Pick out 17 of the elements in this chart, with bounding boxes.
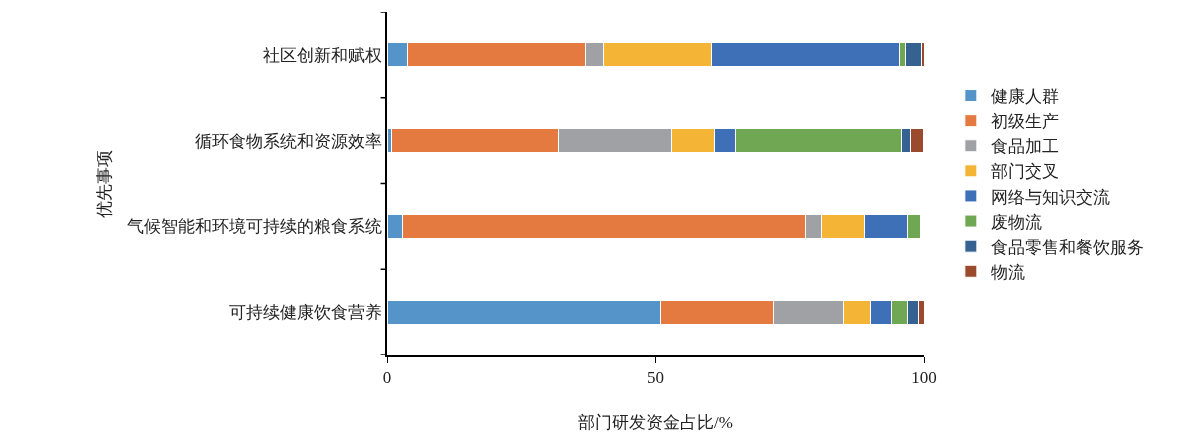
legend-label: 网络与知识交流 bbox=[990, 187, 1110, 207]
legend-label: 食品加工 bbox=[990, 137, 1059, 157]
x-tick-label: 100 bbox=[911, 368, 937, 388]
legend-label: 废物流 bbox=[990, 212, 1042, 232]
y-tick-label: 可持续健康饮食营养 bbox=[228, 303, 382, 323]
x-axis-title: 部门研发资金占比/% bbox=[578, 413, 733, 433]
legend-label: 食品零售和餐饮服务 bbox=[990, 237, 1144, 257]
legend-label: 部门交叉 bbox=[990, 162, 1059, 182]
legend-label: 健康人群 bbox=[990, 87, 1059, 107]
y-tick-label: 循环食物系统和资源效率 bbox=[194, 131, 382, 151]
y-tick-label: 社区创新和赋权 bbox=[262, 45, 382, 65]
y-axis-title: 优先事项 bbox=[94, 149, 114, 218]
legend-label: 物流 bbox=[990, 262, 1025, 282]
x-tick-label: 50 bbox=[647, 368, 664, 388]
x-tick-label: 0 bbox=[382, 368, 392, 388]
y-tick-label: 气候智能和环境可持续的粮食系统 bbox=[126, 217, 382, 237]
legend-label: 初级生产 bbox=[990, 112, 1059, 132]
